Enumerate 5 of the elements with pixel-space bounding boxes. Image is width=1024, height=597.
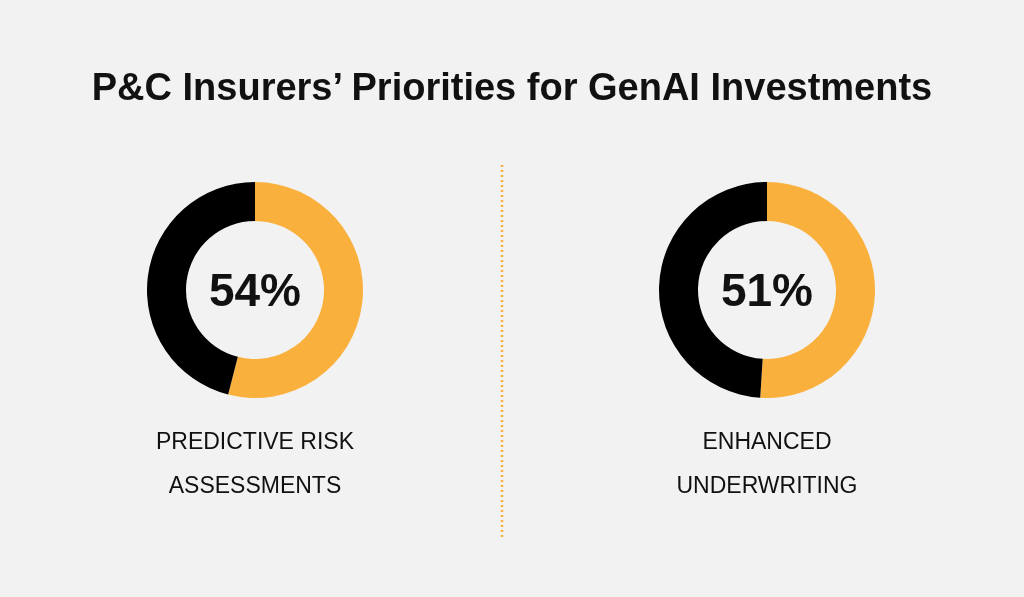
- text: P&C Insurers’ Priorities for GenAI Investments: [91, 66, 933, 108]
- text: ENHANCED UNDERWRITING: [676, 428, 858, 498]
- data-label: 51%: [720, 264, 814, 317]
- text: PREDICTIVE RISK ASSESSMENTS: [155, 428, 355, 498]
- data-label: 54%: [208, 264, 302, 317]
